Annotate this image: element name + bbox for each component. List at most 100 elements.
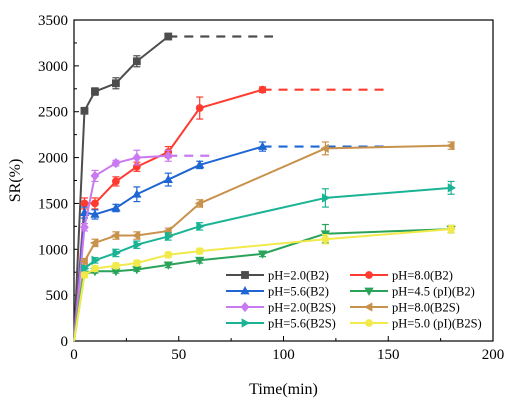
data-point: [257, 141, 268, 150]
legend-marker: [365, 271, 373, 279]
y-tick-label: 2500: [38, 105, 68, 121]
data-point: [112, 79, 120, 88]
y-tick-label: 1500: [38, 196, 68, 212]
legend-item-3: pH=5.6(B2): [226, 285, 329, 299]
data-point: [258, 85, 267, 94]
legend-label: pH=2.0(B2S): [268, 301, 336, 315]
data-point: [195, 159, 205, 169]
data-point: [132, 259, 141, 267]
series-line: [73, 154, 169, 342]
legend: pH=2.0(B2) pH=8.0(B2) pH=5.6(B2) pH=4.5 (pI…: [226, 269, 482, 331]
data-point: [164, 250, 173, 259]
x-tick-label: 0: [70, 347, 78, 363]
data-point: [90, 238, 99, 248]
data-point: [194, 198, 204, 209]
data-point: [112, 177, 120, 186]
series-1: [73, 32, 274, 342]
data-point: [447, 183, 457, 193]
series-layer: [73, 32, 457, 342]
data-point: [111, 203, 121, 212]
data-point: [80, 271, 89, 279]
data-point: [163, 150, 173, 161]
data-point: [447, 225, 455, 234]
y-tick-label: 1000: [38, 242, 68, 258]
data-point: [131, 230, 141, 241]
data-point: [91, 255, 100, 265]
legend-marker: [241, 271, 249, 279]
data-point: [320, 143, 329, 154]
data-point: [132, 57, 141, 66]
data-point: [196, 221, 205, 232]
series-line: [73, 35, 169, 342]
x-axis-title: Time(min): [249, 381, 318, 398]
x-tick-label: 200: [482, 347, 505, 363]
series-5: [73, 149, 217, 342]
data-point: [195, 247, 204, 256]
data-point: [80, 222, 89, 233]
x-tick-label: 50: [171, 347, 186, 363]
data-point: [133, 240, 142, 250]
series-2: [73, 85, 389, 342]
legend-label: pH=2.0(B2): [268, 269, 329, 283]
data-point: [112, 248, 121, 258]
data-point: [91, 264, 99, 273]
data-point: [132, 189, 142, 198]
data-point: [90, 170, 100, 182]
legend-item-1: pH=2.0(B2): [226, 269, 329, 283]
series-line: [73, 88, 263, 342]
legend-marker: [364, 302, 373, 312]
data-point: [79, 256, 88, 266]
data-point: [257, 250, 268, 259]
data-point: [91, 87, 99, 96]
legend-label: pH=5.0 (pI)(B2S): [392, 317, 482, 331]
data-point: [81, 263, 90, 274]
series-3: [73, 141, 389, 342]
legend-item-2: pH=8.0(B2): [350, 269, 453, 283]
legend-item-8: pH=5.0 (pI)(B2S): [350, 317, 482, 331]
x-tick-label: 100: [272, 347, 295, 363]
y-tick-label: 3000: [38, 59, 68, 75]
legend-marker: [240, 286, 250, 295]
data-point: [164, 32, 173, 41]
data-point: [322, 193, 331, 203]
legend-marker: [365, 319, 373, 327]
data-point: [195, 256, 205, 266]
data-point: [80, 106, 89, 115]
legend-marker: [241, 318, 250, 328]
y-tick-label: 2000: [38, 151, 68, 167]
legend-label: pH=5.6(B2S): [268, 317, 336, 331]
data-point: [112, 261, 120, 270]
data-point: [163, 261, 173, 270]
series-7: [73, 180, 457, 342]
data-point: [195, 104, 204, 112]
data-point: [164, 231, 174, 242]
data-point: [91, 199, 99, 208]
y-tick-label: 3500: [38, 13, 68, 29]
data-point: [80, 199, 89, 208]
data-point: [321, 235, 330, 244]
legend-label: pH=8.0(B2S): [392, 301, 460, 315]
data-point: [446, 140, 455, 151]
data-point: [132, 152, 142, 163]
y-tick-label: 500: [46, 288, 69, 304]
legend-marker: [364, 287, 374, 296]
legend-item-4: pH=4.5 (pI)(B2): [350, 285, 475, 299]
data-point: [111, 157, 121, 169]
legend-label: pH=4.5 (pI)(B2): [392, 285, 475, 299]
legend-item-7: pH=5.6(B2S): [226, 317, 336, 331]
y-tick-label: 0: [61, 334, 69, 350]
legend-item-6: pH=8.0(B2S): [350, 301, 460, 315]
legend-marker: [240, 301, 250, 313]
data-point: [90, 209, 100, 218]
data-point: [163, 174, 173, 183]
legend-label: pH=5.6(B2): [268, 285, 329, 299]
y-axis-title: SR(%): [7, 159, 24, 203]
legend-label: pH=8.0(B2): [392, 269, 453, 283]
x-tick-label: 150: [377, 347, 400, 363]
data-point: [110, 230, 120, 241]
series-8: [73, 224, 455, 342]
legend-item-5: pH=2.0(B2S): [226, 301, 336, 315]
